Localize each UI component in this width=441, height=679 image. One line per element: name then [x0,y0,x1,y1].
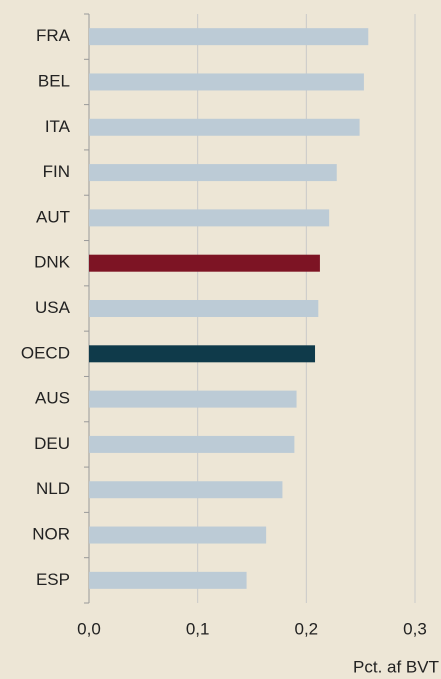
bar [89,73,364,91]
y-tick-label: BEL [38,71,70,90]
x-tick-label: 0,2 [295,619,319,638]
x-tick-label: 0,0 [77,619,101,638]
bar [89,571,247,589]
bar [89,28,369,46]
bar [89,118,360,136]
bar [89,345,316,363]
y-tick-label: DEU [34,434,70,453]
y-tick-label: ITA [45,117,71,136]
y-tick-label: ESP [36,570,70,589]
y-tick-label: AUT [36,207,70,226]
bar [89,300,319,317]
y-tick-label: DNK [34,253,71,272]
bar [89,209,330,227]
y-tick-label: NLD [36,479,70,498]
bar [89,164,337,182]
y-tick-label: OECD [21,343,70,362]
x-tick-label: 0,1 [186,619,210,638]
bar [89,481,283,499]
bar [89,254,320,272]
bar [89,435,295,453]
y-tick-label: FRA [36,26,71,45]
y-tick-label: AUS [35,389,70,408]
x-axis-label: Pct. af BVT [353,657,439,676]
y-tick-label: FIN [43,162,70,181]
bar [89,526,267,544]
bar [89,390,297,408]
y-tick-label: NOR [32,525,70,544]
x-tick-label: 0,3 [403,619,427,638]
y-tick-label: USA [35,298,71,317]
